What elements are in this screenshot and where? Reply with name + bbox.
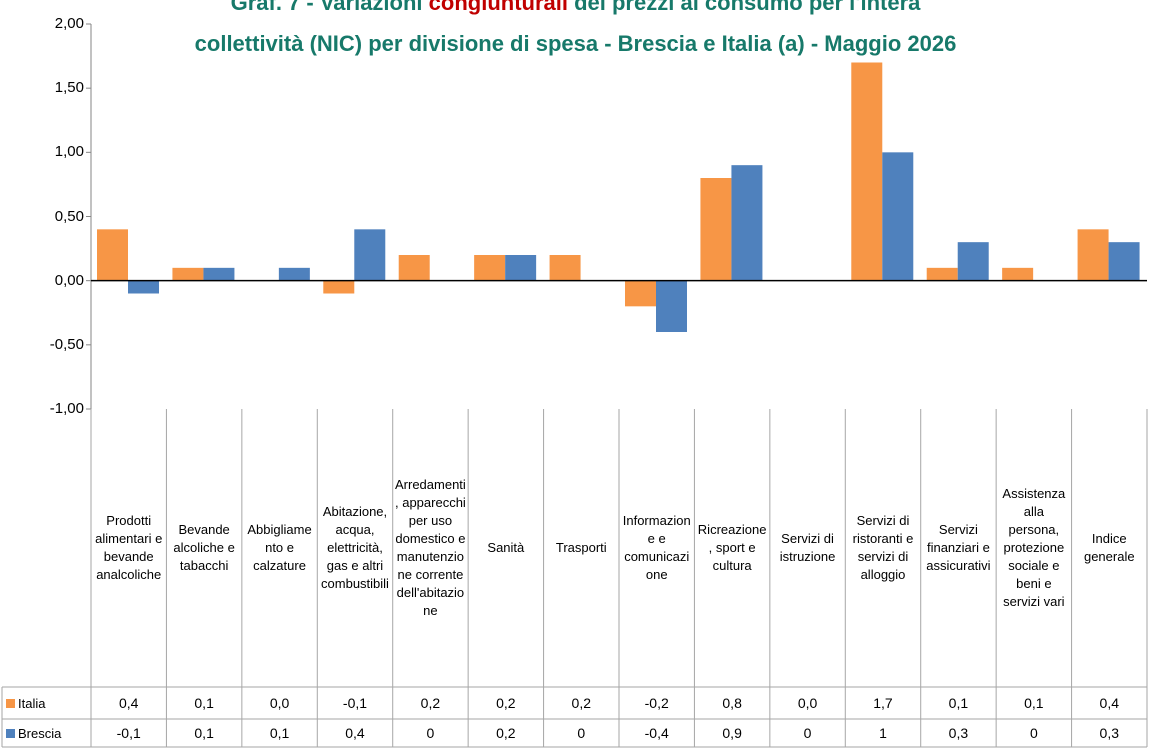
legend-label: Brescia: [18, 725, 62, 741]
data-label: 0: [426, 725, 435, 741]
data-label: 0,1: [1024, 695, 1044, 711]
data-label: 0,4: [345, 725, 365, 741]
bar: [278, 267, 310, 281]
data-label: 0,4: [1099, 695, 1119, 711]
x-tick-label: Trasporti: [555, 540, 607, 555]
x-tick-label: Bevande alcoliche e tabacchi: [173, 522, 235, 573]
x-tick-label: Prodotti alimentari e bevande analcolich…: [95, 513, 163, 582]
data-label: 0,2: [571, 695, 591, 711]
data-label: 0,3: [948, 725, 969, 741]
chart-title: Graf. 7 - Variazioni congiunturali dei p…: [0, 0, 1151, 16]
data-label: 0,3: [1099, 725, 1119, 741]
x-tick-label: Abbigliamento e calzature: [247, 522, 312, 573]
x-tick-label: Abitazione, acqua, elettricità, gas e al…: [321, 504, 389, 591]
data-label: -0,2: [644, 695, 669, 711]
x-tick-label: Servizi di istruzione: [779, 531, 836, 564]
legend-swatch: [6, 698, 15, 708]
bar: [926, 267, 958, 281]
title-highlight: congiunturali: [428, 0, 568, 15]
data-label: 0,4: [118, 695, 139, 711]
legend-entry: Brescia: [2, 719, 91, 747]
bar: [398, 255, 430, 281]
legend-entry: Italia: [2, 687, 91, 719]
bar: [474, 255, 506, 281]
data-label: -0,1: [342, 695, 368, 711]
x-tick-label: Indice generale: [1083, 531, 1135, 564]
y-tick-label: 2,00: [54, 15, 84, 32]
bar: [882, 152, 914, 281]
chart-title: collettività (NIC) per divisione di spes…: [194, 31, 957, 56]
bar: [1077, 229, 1109, 281]
y-tick-label: -0,50: [49, 335, 84, 353]
data-label: 0,2: [420, 695, 441, 711]
y-tick-label: 0,00: [54, 271, 84, 289]
bar: [203, 267, 235, 281]
bar: [549, 255, 581, 281]
bar: [957, 242, 989, 281]
bar: [625, 280, 656, 307]
data-label: 0: [1029, 725, 1038, 741]
x-tick-label: Informazione e comunicazione: [622, 513, 691, 582]
x-tick-label: Servizi finanziari e assicurativi: [926, 522, 991, 573]
x-tick-label: Assistenza alla persona, protezione soci…: [1002, 486, 1066, 609]
data-label: 0,8: [722, 695, 742, 711]
bar: [354, 229, 386, 281]
data-label: 0: [803, 725, 812, 741]
x-tick-label: Ricreazione, sport e cultura: [697, 522, 767, 573]
bar: [323, 280, 355, 294]
data-label: 0,9: [722, 725, 742, 741]
data-label: 0,1: [194, 695, 214, 711]
y-tick-label: 1,50: [54, 79, 84, 97]
bar: [505, 255, 537, 281]
x-tick-label: Servizi di ristoranti e servizi di allog…: [852, 513, 914, 582]
bar: [1002, 267, 1034, 281]
data-label: 0,0: [269, 695, 290, 711]
data-label: 1,7: [873, 695, 893, 711]
bar: [1108, 242, 1140, 281]
y-tick-label: -1,00: [49, 400, 84, 417]
bar: [128, 280, 159, 294]
y-tick-label: 0,50: [54, 207, 84, 225]
data-label: 0,2: [496, 695, 516, 711]
data-label: 0,1: [269, 725, 290, 741]
legend-swatch: [6, 728, 15, 738]
data-label: 0,2: [496, 725, 516, 741]
data-label: 0: [577, 725, 586, 741]
data-label: -0,4: [644, 725, 669, 741]
y-tick-label: 1,00: [54, 143, 84, 161]
bar: [731, 165, 763, 281]
bar: [172, 267, 204, 281]
bar: [700, 178, 732, 281]
x-tick-label: Sanità: [487, 540, 525, 555]
title-part: dei prezzi al consumo per l'intera: [567, 0, 921, 15]
data-label: 1: [879, 725, 887, 741]
bar: [656, 280, 687, 332]
bar: [97, 229, 128, 281]
data-label: 0,1: [948, 695, 969, 711]
data-label: 0,1: [194, 725, 214, 741]
x-tick-label: Arredamenti, apparecchi per uso domestic…: [395, 477, 466, 618]
bar: [851, 62, 883, 281]
title-part: Graf. 7 - Variazioni: [230, 0, 429, 15]
data-label: 0,0: [797, 695, 818, 711]
legend-label: Italia: [18, 695, 46, 711]
data-label: -0,1: [116, 725, 141, 741]
